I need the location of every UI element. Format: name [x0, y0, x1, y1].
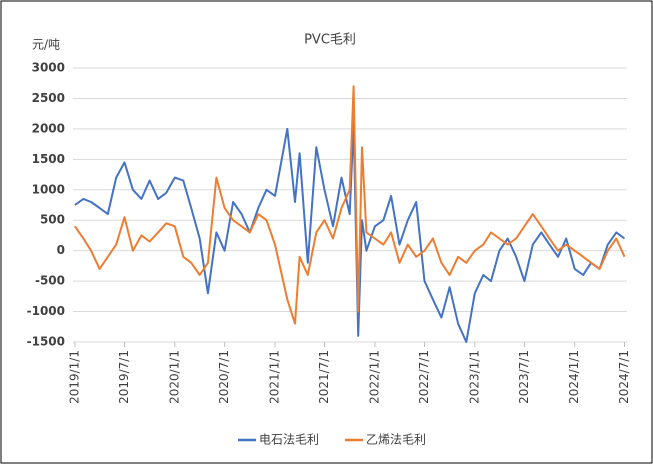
x-tick-label: 2021/7/1: [317, 350, 331, 404]
x-tick-label: 2020/1/1: [167, 350, 181, 404]
y-axis-label: 元/吨: [32, 38, 60, 52]
x-tick-label: 2024/1/1: [567, 350, 581, 404]
x-tick-label: 2023/1/1: [467, 350, 481, 404]
series-line: [74, 85, 626, 325]
x-tick-label: 2019/1/1: [67, 350, 81, 404]
y-tick-label: 1000: [32, 182, 65, 196]
x-tick-label: 2022/7/1: [417, 350, 431, 404]
x-tick-label: 2023/7/1: [517, 350, 531, 404]
y-tick-label: 0: [57, 243, 65, 257]
x-tick-label: 2022/1/1: [367, 350, 381, 404]
legend-label: 乙烯法毛利: [366, 433, 426, 447]
x-tick-label: 2024/7/1: [617, 350, 631, 404]
y-tick-label: 3000: [32, 61, 65, 75]
x-tick-label: 2021/1/1: [268, 350, 282, 404]
y-tick-label: 500: [40, 213, 65, 227]
y-tick-label: 2500: [32, 91, 65, 105]
legend-label: 电石法毛利: [259, 433, 319, 447]
x-tick-label: 2020/7/1: [217, 350, 231, 404]
y-tick-label: -1000: [27, 304, 65, 318]
y-tick-label: 2000: [32, 121, 65, 135]
chart-title: PVC毛利: [304, 33, 356, 48]
y-tick-label: -500: [35, 274, 65, 288]
y-tick-label: 1500: [32, 152, 65, 166]
x-tick-label: 2019/7/1: [117, 350, 131, 404]
y-tick-label: -1500: [27, 335, 65, 349]
